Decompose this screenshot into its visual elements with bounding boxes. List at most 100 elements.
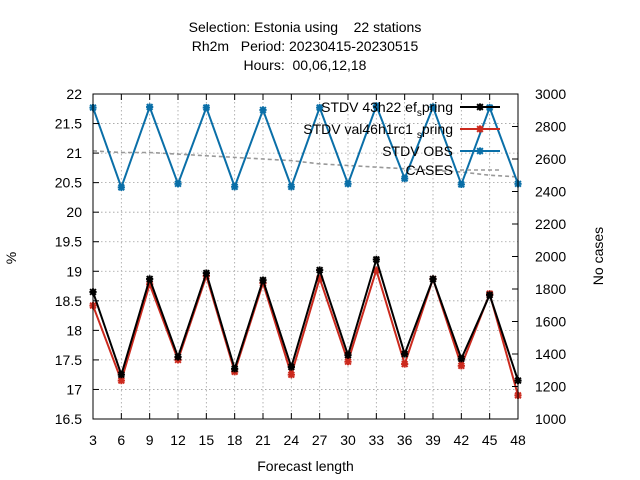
data-point [174, 180, 182, 188]
y-tick-label: 19.5 [55, 234, 82, 250]
x-tick-label: 36 [397, 432, 413, 448]
x-tick-label: 27 [312, 432, 328, 448]
marker-stroke [259, 276, 267, 284]
legend-label-end: pring [422, 99, 453, 115]
y-tick-label: 19 [66, 263, 82, 279]
data-point [117, 371, 125, 379]
marker-stroke [476, 147, 484, 155]
x-tick-label: 3 [89, 432, 97, 448]
data-point [372, 255, 380, 264]
y2-tick-label: 1800 [535, 281, 566, 297]
legend-label-end: pring [422, 121, 453, 137]
marker-stroke [117, 183, 125, 191]
series-3 [92, 150, 519, 178]
x-tick-label: 30 [340, 432, 356, 448]
marker-stroke [344, 351, 352, 359]
y2-axis-label: No cases [590, 227, 606, 285]
marker-stroke [316, 266, 324, 274]
y2-tick-label: 2800 [535, 119, 566, 135]
legend-label-sub: s [417, 130, 422, 141]
x-tick-label: 9 [146, 432, 154, 448]
marker-stroke [287, 371, 295, 379]
data-point [401, 350, 409, 358]
marker-stroke [202, 104, 210, 112]
data-point [372, 102, 380, 110]
x-tick-label: 45 [482, 432, 498, 448]
series-1 [89, 266, 522, 399]
series-2 [89, 102, 522, 191]
data-point [146, 103, 154, 111]
legend-label-main: STDV val46h1rc1 [303, 121, 417, 137]
data-point [146, 275, 154, 283]
x-tick-label: 48 [510, 432, 526, 448]
marker-stroke [259, 106, 267, 114]
legend-label: STDV OBS [382, 143, 453, 159]
x-tick-label: 21 [255, 432, 271, 448]
data-point [259, 106, 267, 114]
y-tick-label: 22 [66, 86, 82, 102]
data-point [117, 183, 125, 191]
marker-stroke [287, 183, 295, 191]
marker-stroke [476, 125, 484, 133]
marker-stroke [372, 255, 380, 264]
marker-stroke [344, 180, 352, 188]
y2-axis-ticks: 1000 1200 1400 1600 1800 2000 2200 2400 2600 2800… [512, 86, 566, 427]
legend-marker [476, 125, 484, 133]
x-tick-label: 6 [117, 432, 125, 448]
marker-stroke [401, 174, 409, 183]
data-point [457, 362, 465, 370]
data-point [486, 291, 494, 299]
data-point [457, 180, 465, 189]
marker-stroke [146, 275, 154, 283]
legend-label-tail: ef [405, 99, 417, 115]
y-axis-ticks: 16.5 17 17.5 18 18.5 19 19.5 20 20.5 21 21.5 22 [55, 86, 99, 427]
grid [93, 94, 518, 419]
marker-stroke [287, 363, 295, 371]
data-point [287, 363, 295, 371]
data-point [287, 371, 295, 379]
series-0 [89, 255, 522, 385]
y-tick-label: 18.5 [55, 293, 82, 309]
x-axis-ticks: 3 6 9 12 15 18 21 24 27 30 33 36 39 42 45 48 [89, 94, 526, 448]
data-point [401, 360, 409, 368]
x-tick-label: 15 [199, 432, 215, 448]
data-point [259, 276, 267, 284]
marker-stroke [174, 353, 182, 361]
data-point [231, 183, 239, 191]
marker-stroke [202, 269, 210, 277]
legend-label-sub: s [417, 108, 422, 119]
marker-stroke [316, 104, 324, 112]
y-tick-label: 17.5 [55, 352, 82, 368]
marker-stroke [146, 103, 154, 111]
x-tick-label: 12 [170, 432, 186, 448]
y2-tick-label: 2200 [535, 216, 566, 232]
series-line [92, 102, 519, 191]
marker-stroke [401, 350, 409, 358]
data-point [344, 180, 352, 188]
marker-stroke [486, 291, 494, 299]
y2-tick-label: 1000 [535, 411, 566, 427]
data-point [202, 269, 210, 277]
series-line [92, 266, 519, 396]
legend-marker [476, 103, 484, 111]
data-point [344, 351, 352, 359]
data-point [316, 103, 324, 112]
marker-stroke [231, 183, 239, 191]
y-tick-label: 20 [66, 204, 82, 220]
data-point [231, 365, 239, 373]
y2-tick-label: 2600 [535, 151, 566, 167]
data-point [429, 103, 437, 111]
plot-frame [92, 93, 519, 420]
legend-label-main: STDV 43h22 [321, 99, 405, 115]
data-point [429, 275, 437, 283]
marker-stroke [476, 103, 484, 111]
y-tick-label: 16.5 [55, 411, 82, 427]
data-point [344, 358, 352, 366]
y-axis-label: % [3, 252, 19, 264]
data-point [316, 266, 324, 274]
marker-stroke [117, 377, 125, 385]
marker-stroke [429, 275, 437, 283]
legend-marker [476, 147, 484, 155]
